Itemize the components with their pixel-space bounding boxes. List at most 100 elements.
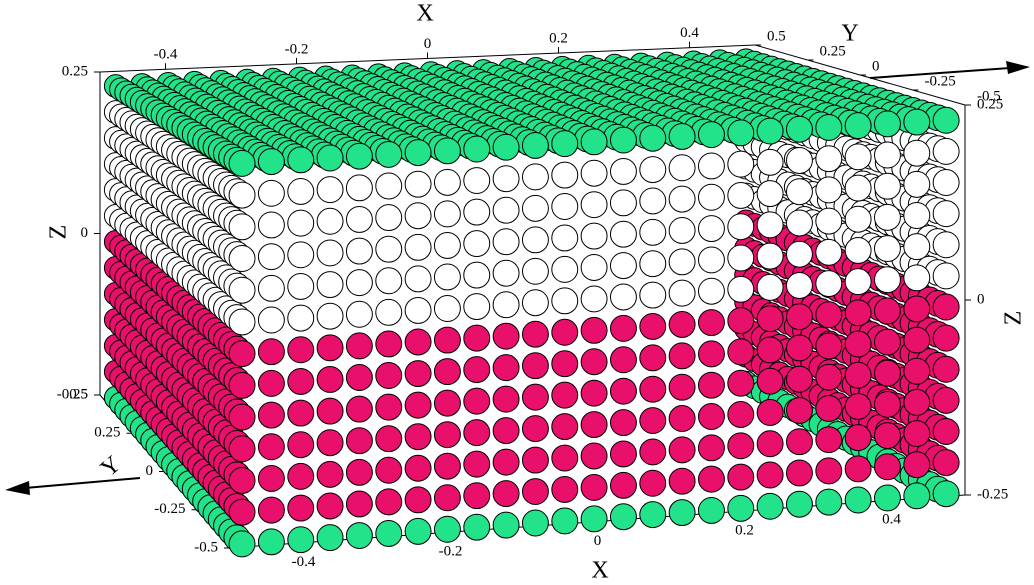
sphere <box>464 294 490 320</box>
sphere <box>317 366 343 392</box>
sphere <box>522 258 548 284</box>
sphere <box>874 111 900 137</box>
sphere <box>845 393 871 419</box>
sphere <box>904 452 930 478</box>
sphere <box>786 179 812 205</box>
sphere <box>786 241 812 267</box>
sphere <box>640 470 666 496</box>
sphere <box>640 282 666 308</box>
sphere <box>786 429 812 455</box>
sphere <box>552 445 578 471</box>
sphere <box>757 274 783 300</box>
sphere <box>288 147 314 173</box>
sphere <box>522 416 548 442</box>
sphere <box>581 223 607 249</box>
sphere <box>640 125 666 151</box>
sphere <box>640 313 666 339</box>
sphere <box>405 424 431 450</box>
sphere <box>493 323 519 349</box>
sphere <box>874 485 900 511</box>
sphere <box>493 355 519 381</box>
sphere <box>493 197 519 223</box>
sphere <box>229 182 255 208</box>
sphere <box>258 212 284 238</box>
sphere <box>493 386 519 412</box>
sphere <box>845 300 871 326</box>
sphere <box>434 485 460 511</box>
sphere <box>229 214 255 240</box>
sphere <box>698 184 724 210</box>
sphere <box>610 284 636 310</box>
sphere <box>464 388 490 414</box>
sphere <box>405 392 431 418</box>
sphere <box>933 138 959 164</box>
sphere <box>376 394 402 420</box>
sphere <box>728 495 754 521</box>
sphere <box>288 495 314 521</box>
sphere <box>669 468 695 494</box>
sphere <box>317 430 343 456</box>
sphere <box>757 306 783 332</box>
sphere <box>904 296 930 322</box>
sphere <box>581 160 607 186</box>
sphere <box>434 422 460 448</box>
sphere <box>757 337 783 363</box>
x-tick-label: 0.2 <box>735 522 754 538</box>
sphere <box>405 487 431 513</box>
sphere <box>434 516 460 542</box>
sphere <box>669 186 695 212</box>
sphere <box>933 419 959 445</box>
sphere <box>640 219 666 245</box>
sphere <box>522 447 548 473</box>
sphere <box>346 428 372 454</box>
sphere <box>229 531 255 557</box>
sphere <box>816 114 842 140</box>
sphere <box>845 237 871 263</box>
sphere <box>581 349 607 375</box>
sphere <box>552 288 578 314</box>
sphere <box>376 173 402 199</box>
y-axis-label: Y <box>96 451 126 482</box>
sphere <box>757 181 783 207</box>
sphere <box>816 395 842 421</box>
sphere <box>786 366 812 392</box>
sphere <box>434 327 460 353</box>
sphere <box>845 113 871 139</box>
sphere <box>904 109 930 135</box>
sphere <box>405 234 431 260</box>
sphere <box>933 232 959 258</box>
z-axis-label: Z <box>46 225 72 240</box>
sphere <box>874 173 900 199</box>
sphere <box>522 290 548 316</box>
sphere <box>757 243 783 269</box>
sphere <box>698 122 724 148</box>
sphere <box>229 246 255 272</box>
sphere <box>317 208 343 234</box>
sphere <box>552 225 578 251</box>
sphere <box>698 310 724 336</box>
sphere <box>317 493 343 519</box>
z-tick-label: -0.25 <box>977 486 1008 502</box>
sphere <box>434 453 460 479</box>
sphere <box>464 231 490 257</box>
sphere <box>552 131 578 157</box>
sphere <box>669 437 695 463</box>
sphere <box>493 449 519 475</box>
sphere <box>522 510 548 536</box>
sphere <box>874 423 900 449</box>
sphere <box>845 144 871 170</box>
sphere <box>698 435 724 461</box>
sphere <box>258 339 284 365</box>
sphere <box>669 155 695 181</box>
sphere <box>874 236 900 262</box>
sphere <box>405 140 431 166</box>
sphere <box>904 265 930 291</box>
sphere <box>669 280 695 306</box>
sphere <box>376 363 402 389</box>
sphere <box>552 351 578 377</box>
sphere <box>698 497 724 523</box>
sphere <box>581 474 607 500</box>
sphere <box>581 443 607 469</box>
sphere <box>346 491 372 517</box>
sphere <box>376 331 402 357</box>
